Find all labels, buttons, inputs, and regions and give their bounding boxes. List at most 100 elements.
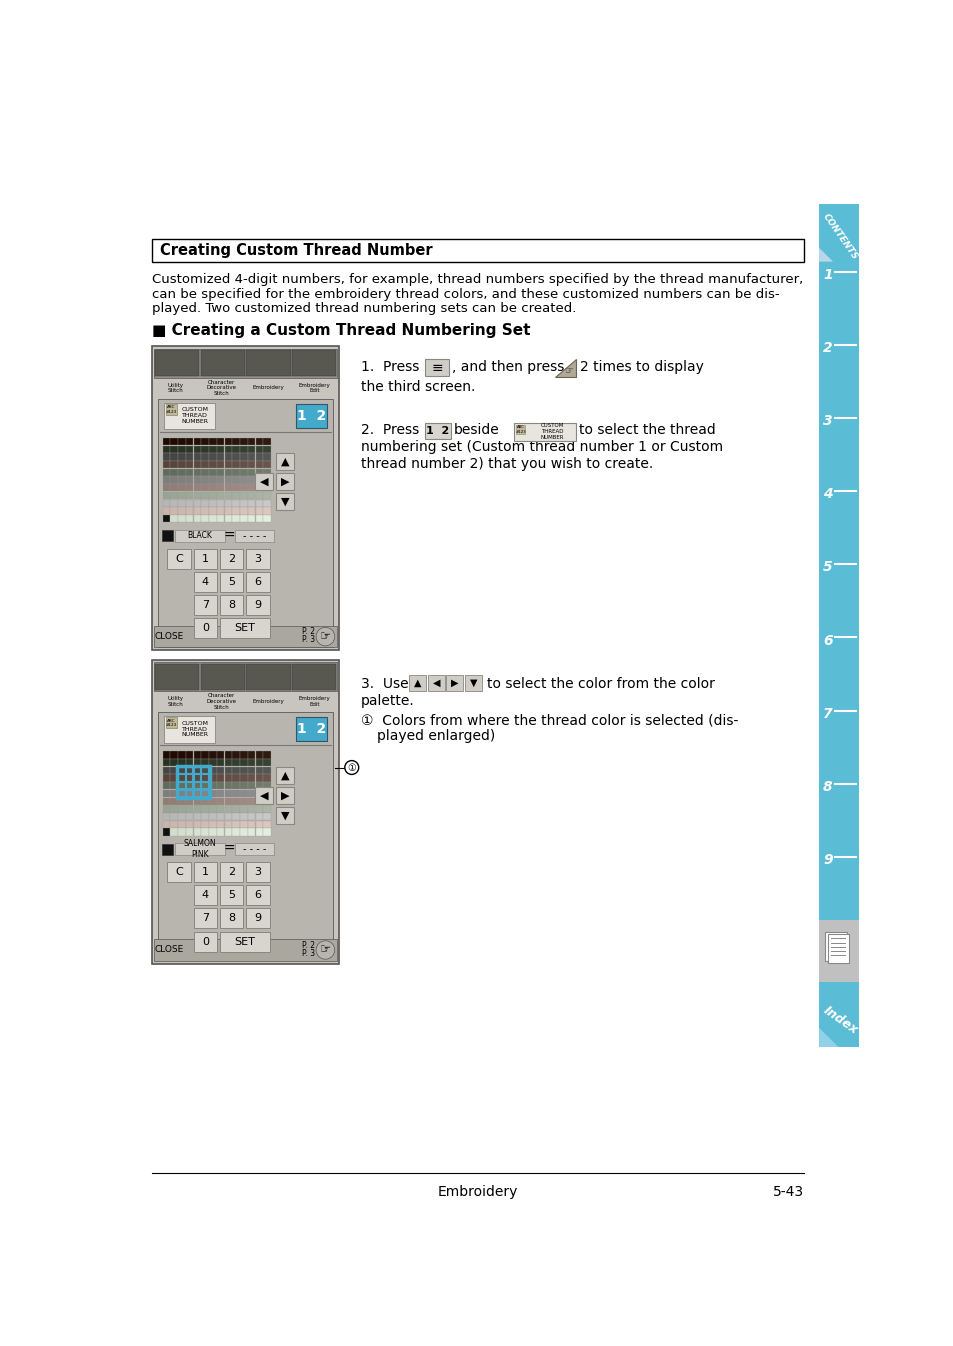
Bar [255, 790, 263, 797]
Bar [224, 454, 232, 460]
Text: 8: 8 [822, 779, 832, 794]
Bar [201, 774, 209, 782]
Bar [154, 664, 199, 689]
Bar [233, 759, 239, 766]
Bar [224, 774, 232, 782]
Text: CLOSE: CLOSE [154, 633, 183, 641]
Bar [216, 462, 224, 468]
Bar [224, 813, 232, 820]
Bar [201, 782, 209, 790]
Text: the third screen.: the third screen. [360, 380, 475, 394]
Bar [162, 774, 170, 782]
Polygon shape [555, 358, 576, 377]
Bar [220, 909, 243, 929]
Bar [186, 759, 193, 766]
Circle shape [315, 627, 335, 646]
Text: ▲: ▲ [414, 678, 421, 688]
Bar [255, 516, 263, 522]
Bar [263, 790, 271, 797]
Bar [248, 499, 255, 507]
Bar [186, 782, 193, 790]
Bar [201, 767, 209, 774]
Bar [233, 813, 239, 820]
Bar [255, 462, 263, 468]
Text: ☞: ☞ [319, 630, 331, 643]
Text: C: C [174, 553, 183, 564]
Bar [224, 462, 232, 468]
Bar [171, 446, 177, 454]
Text: 1: 1 [202, 553, 209, 564]
Bar [216, 821, 224, 828]
Bar [193, 499, 201, 507]
Bar [171, 437, 177, 446]
Text: - - - -: - - - - [243, 530, 266, 541]
Bar [240, 462, 247, 468]
Bar [240, 516, 247, 522]
Bar [178, 476, 185, 483]
Bar [216, 507, 224, 514]
Text: played enlarged): played enlarged) [376, 730, 495, 743]
Bar [819, 481, 858, 555]
Bar [193, 805, 201, 813]
Bar [201, 828, 209, 836]
Bar [248, 437, 255, 446]
Bar [186, 499, 193, 507]
Bar [201, 491, 209, 499]
Bar [220, 595, 243, 615]
Bar [154, 626, 336, 647]
Bar [178, 437, 185, 446]
Bar [193, 782, 201, 790]
Bar [171, 767, 177, 774]
Text: can be specified for the embroidery thread colors, and these customized numbers : can be specified for the embroidery thre… [152, 288, 779, 300]
Polygon shape [819, 248, 832, 261]
Bar [209, 446, 216, 454]
Bar [209, 813, 216, 820]
Bar [233, 782, 239, 790]
Bar [162, 485, 170, 491]
Bar [240, 437, 247, 446]
Bar [162, 446, 170, 454]
Bar [224, 759, 232, 766]
Text: SALMON
PINK: SALMON PINK [183, 840, 216, 859]
Bar [186, 813, 193, 820]
Bar [819, 627, 858, 700]
Bar [248, 813, 255, 820]
Bar [263, 462, 271, 468]
Bar [233, 828, 239, 836]
Bar [216, 805, 224, 813]
Text: 1  2: 1 2 [296, 721, 326, 736]
Bar [166, 404, 176, 415]
Bar [240, 446, 247, 454]
Text: 2: 2 [228, 553, 235, 564]
Bar [162, 844, 172, 855]
Bar [220, 572, 243, 592]
Bar [216, 798, 224, 805]
Bar [216, 813, 224, 820]
Bar [171, 821, 177, 828]
Bar [255, 821, 263, 828]
Bar [162, 782, 170, 790]
Bar [171, 507, 177, 514]
Bar [178, 468, 185, 476]
Text: ▼: ▼ [280, 497, 289, 507]
Bar [233, 821, 239, 828]
Text: 4: 4 [201, 577, 209, 587]
Text: 2: 2 [228, 867, 235, 878]
Bar [248, 468, 255, 476]
Bar [209, 828, 216, 836]
Bar [186, 805, 193, 813]
Text: CUSTOM
THREAD
NUMBER: CUSTOM THREAD NUMBER [181, 720, 209, 738]
Bar [193, 476, 201, 483]
Bar [263, 828, 271, 836]
Bar [263, 468, 271, 476]
Bar [220, 549, 243, 569]
Text: ABC
#123: ABC #123 [166, 719, 176, 727]
Bar [255, 476, 263, 483]
Bar [248, 751, 255, 759]
Bar [186, 798, 193, 805]
Bar [162, 499, 170, 507]
Bar [819, 981, 858, 1047]
Bar [167, 549, 191, 569]
Bar [193, 774, 201, 782]
Bar [240, 767, 247, 774]
